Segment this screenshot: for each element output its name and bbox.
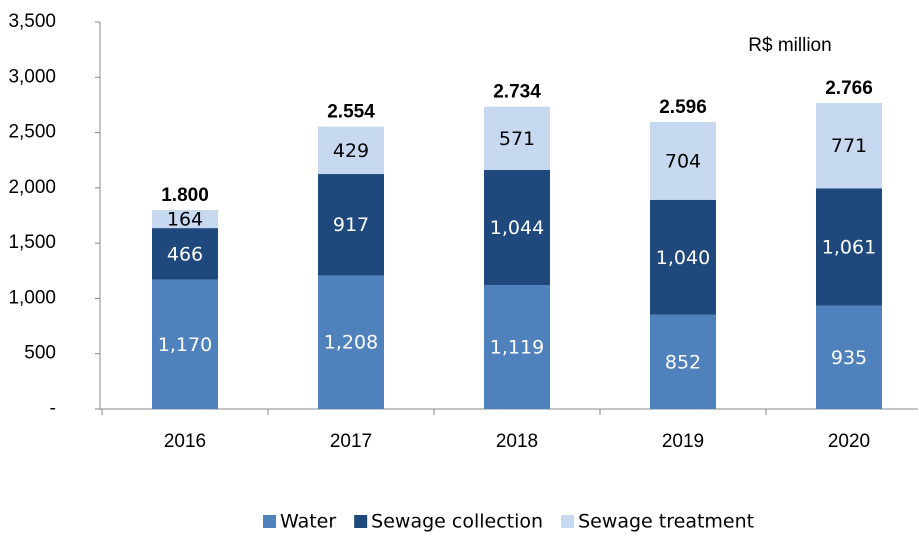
total-label: 2.766: [825, 78, 873, 99]
y-tick-label: 1,000: [8, 287, 56, 308]
y-tick-label: -: [50, 398, 56, 419]
bar-segment: [484, 106, 550, 170]
data-label: 429: [333, 140, 369, 162]
y-tick-label: 2,500: [8, 122, 56, 143]
data-label: 1,040: [656, 247, 710, 269]
total-label: 2.596: [659, 97, 707, 118]
data-label: 1,170: [158, 334, 212, 356]
legend-label: Sewage treatment: [578, 511, 754, 533]
bar-segment: [816, 305, 882, 409]
x-tick-label: 2018: [496, 431, 538, 452]
total-label: 2.734: [493, 82, 541, 103]
y-tick-label: 3,500: [8, 11, 56, 32]
y-tick-label: 3,000: [8, 66, 56, 87]
x-tick-label: 2019: [662, 431, 704, 452]
data-label: 704: [665, 150, 701, 172]
data-label: 571: [499, 128, 535, 150]
legend-label: Sewage collection: [371, 511, 543, 533]
y-tick-label: 2,000: [8, 177, 56, 198]
bar-segment: [318, 126, 384, 175]
x-tick-label: 2020: [828, 431, 870, 452]
data-label: 164: [167, 209, 203, 231]
total-label: 1.800: [161, 185, 209, 206]
legend-label: Water: [280, 511, 336, 533]
bar-segment: [484, 285, 550, 409]
bar-segment: [816, 188, 882, 306]
y-tick-label: 1,500: [8, 232, 56, 253]
data-label: 771: [831, 135, 867, 157]
bar-segment: [650, 121, 716, 200]
legend-swatch: [263, 515, 276, 528]
data-label: 1,061: [822, 236, 876, 258]
bar-segment: [816, 103, 882, 189]
bar-segment: [152, 209, 218, 229]
bar-segment: [152, 228, 218, 280]
bar-segment: [152, 279, 218, 409]
data-label: 852: [665, 351, 701, 373]
data-label: 1,119: [490, 337, 544, 359]
bar-segment: [318, 174, 384, 276]
annotation: R$ million: [748, 35, 831, 56]
bar-segment: [650, 314, 716, 409]
x-tick-label: 2017: [330, 431, 372, 452]
data-label: 935: [831, 347, 867, 369]
y-tick-label: 500: [24, 343, 56, 364]
legend-swatch: [354, 515, 368, 528]
data-label: 1,044: [490, 217, 544, 239]
bar-segment: [650, 199, 716, 315]
bar-segment: [484, 169, 550, 286]
legend-swatch: [561, 515, 575, 528]
bar-segment: [318, 275, 384, 409]
data-label: 1,208: [324, 332, 378, 354]
data-label: 917: [333, 214, 369, 236]
x-tick-label: 2016: [164, 431, 206, 452]
total-label: 2.554: [327, 102, 375, 123]
data-label: 466: [167, 243, 203, 265]
